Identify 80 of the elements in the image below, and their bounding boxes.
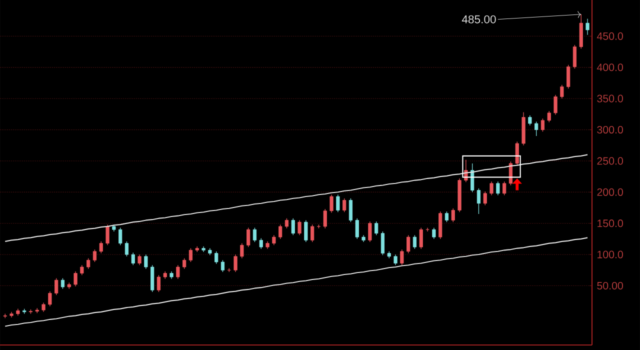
candlestick <box>259 238 263 250</box>
candlestick <box>432 227 436 240</box>
candlestick <box>99 241 103 254</box>
candlestick <box>380 231 385 256</box>
candlestick <box>118 227 122 246</box>
candlestick <box>80 264 84 276</box>
y-tick-label: 350.0 <box>597 94 623 102</box>
candlestick <box>42 302 46 312</box>
candlestick <box>566 64 570 89</box>
candlestick <box>528 115 532 126</box>
candlestick <box>74 271 78 287</box>
candlestick <box>252 227 257 242</box>
y-tick-label: 50.00 <box>597 282 623 290</box>
candlestick <box>156 274 161 292</box>
candlestick <box>246 227 250 248</box>
candlestick <box>60 278 65 290</box>
candlestick <box>483 191 487 206</box>
candlestick <box>496 181 500 196</box>
candlestick <box>490 181 494 196</box>
candlestick <box>131 252 135 266</box>
candlestick <box>144 254 148 270</box>
y-tick-label: 150.0 <box>598 220 623 228</box>
candlestick <box>291 218 295 236</box>
candlestick <box>138 254 142 266</box>
candlestick <box>419 227 423 250</box>
y-tick-label: 400.0 <box>596 64 623 72</box>
candlestick <box>444 211 449 222</box>
candlestick <box>176 264 180 280</box>
y-tick-label: 300.0 <box>597 126 623 134</box>
candlestick <box>540 118 545 132</box>
candlestick <box>502 181 506 196</box>
candlestick <box>394 254 398 266</box>
candlestick <box>438 211 442 240</box>
candlestick <box>124 241 129 257</box>
candlestick <box>586 18 590 36</box>
candlestick <box>278 224 282 240</box>
candlestick <box>150 264 154 292</box>
candlestick <box>368 221 372 242</box>
candlestick <box>214 251 218 264</box>
candlestick <box>272 234 276 246</box>
candlestick <box>412 234 417 250</box>
candlestick <box>560 84 564 99</box>
y-tick-label: 100.0 <box>598 250 623 258</box>
candlestick <box>547 110 551 123</box>
candlestick <box>470 163 474 192</box>
candlestick <box>92 249 97 262</box>
candlestick <box>336 194 340 212</box>
candlestick <box>476 188 481 214</box>
candlestick <box>106 224 110 246</box>
candlestick <box>323 208 327 229</box>
candlestick <box>48 291 52 307</box>
y-tick-label: 200.0 <box>597 188 623 196</box>
candlestick <box>240 242 244 259</box>
candlestick <box>86 258 90 270</box>
candlestick <box>515 141 519 166</box>
candlestick <box>298 220 302 236</box>
candlestick <box>374 221 378 236</box>
candlestick <box>220 260 225 272</box>
candlestick <box>355 218 359 240</box>
y-tick-label: 450.0 <box>596 32 623 40</box>
candlestick <box>554 94 558 116</box>
candlestick <box>284 218 289 229</box>
candlestick <box>451 208 455 222</box>
candlestick <box>534 121 538 136</box>
annotation: 485.00 <box>462 15 496 24</box>
candlestick <box>188 248 193 262</box>
y-tick-label: 250.0 <box>597 157 623 165</box>
candlestick <box>304 220 308 242</box>
candlestick <box>54 278 58 296</box>
candlestick <box>579 14 583 49</box>
candlestick <box>310 224 314 242</box>
candlestick <box>426 227 430 232</box>
candlestick <box>406 234 410 254</box>
candlestick <box>572 44 577 69</box>
candlestick <box>182 258 186 270</box>
candlestick <box>400 249 404 266</box>
candlestick <box>342 198 346 212</box>
candlestick <box>330 194 334 214</box>
candlestick <box>348 198 353 222</box>
candlestick <box>234 254 238 272</box>
